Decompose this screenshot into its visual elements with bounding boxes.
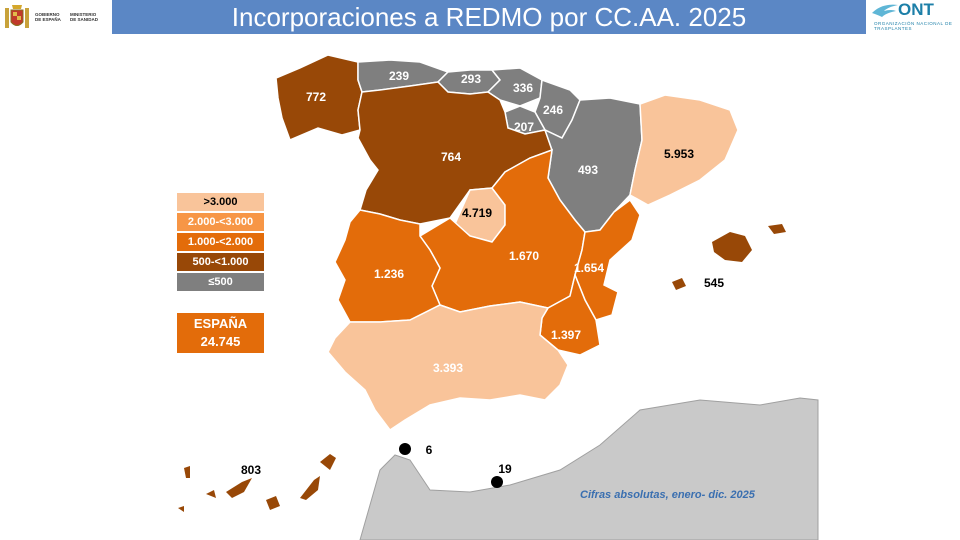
region-cataluna (629, 94, 739, 206)
ont-wing-icon (872, 4, 898, 17)
total-value: 24.745 (200, 334, 241, 349)
label-galicia: 772 (306, 90, 326, 104)
label-andalucia: 3.393 (433, 361, 463, 375)
label-cataluna: 5.953 (664, 147, 694, 161)
label-castilla-la-mancha: 1.670 (509, 249, 539, 263)
label-ceuta: 6 (426, 443, 433, 457)
coat-of-arms-icon (5, 5, 29, 28)
legend-item-1000-2000: 1.000-<2.000 (177, 233, 264, 252)
label-asturias: 239 (389, 69, 409, 83)
label-melilla: 19 (498, 462, 512, 476)
label-castilla-leon: 764 (441, 150, 461, 164)
region-canarias-tenerife (226, 478, 252, 498)
region-canarias-la-gomera (206, 490, 216, 498)
page-title: Incorporaciones a REDMO por CC.AA. 2025 (112, 0, 866, 34)
region-canarias-el-hierro (178, 506, 184, 512)
ont-logo: ONT ORGANIZACIÓN NACIONAL DE TRASPLANTES (868, 0, 960, 34)
label-cantabria: 293 (461, 72, 481, 86)
spain-total-box: ESPAÑA 24.745 (177, 313, 264, 353)
region-canarias-fuerteventura (300, 476, 320, 500)
label-extremadura: 1.236 (374, 267, 404, 281)
legend-item-500-1000: 500-<1.000 (177, 253, 264, 272)
label-la-rioja: 207 (514, 120, 534, 134)
ceuta-marker (399, 443, 411, 455)
region-baleares-mallorca (712, 232, 752, 262)
region-canarias-la-palma (184, 466, 190, 478)
label-pais-vasco: 336 (513, 81, 533, 95)
north-africa-land (359, 397, 819, 540)
ont-subtitle: ORGANIZACIÓN NACIONAL DE TRASPLANTES (874, 21, 953, 31)
melilla-marker (491, 476, 503, 488)
gov-line-3: MINISTERIO (70, 12, 97, 17)
region-canarias-gran-canaria (266, 496, 280, 510)
label-murcia: 1.397 (551, 328, 581, 342)
label-madrid: 4.719 (462, 206, 492, 220)
gov-line-4: DE SANIDAD (70, 17, 99, 22)
label-aragon: 493 (578, 163, 598, 177)
label-canarias: 803 (241, 463, 261, 477)
region-valenciana (574, 198, 641, 321)
gov-line-1: GOBIERNO (35, 12, 60, 17)
legend-item-under-500: ≤500 (177, 273, 264, 292)
legend-item-over-3000: >3.000 (177, 193, 264, 212)
region-canarias-lanzarote (320, 454, 336, 470)
government-logo: GOBIERNO DE ESPAÑA MINISTERIO DE SANIDAD (2, 2, 110, 32)
region-extremadura (334, 209, 441, 323)
total-label: ESPAÑA (193, 316, 248, 331)
region-andalucia (327, 301, 569, 432)
header: GOBIERNO DE ESPAÑA MINISTERIO DE SANIDAD… (0, 0, 960, 34)
ont-wordmark: ONT (898, 0, 934, 19)
footnote: Cifras absolutas, enero- dic. 2025 (580, 489, 755, 501)
label-baleares: 545 (704, 276, 724, 290)
region-baleares-ibiza (672, 278, 686, 290)
gov-line-2: DE ESPAÑA (35, 17, 61, 22)
legend-item-2000-3000: 2.000-<3.000 (177, 213, 264, 232)
label-valenciana: 1.654 (574, 261, 604, 275)
label-navarra: 246 (543, 103, 563, 117)
region-baleares-menorca (768, 224, 786, 234)
